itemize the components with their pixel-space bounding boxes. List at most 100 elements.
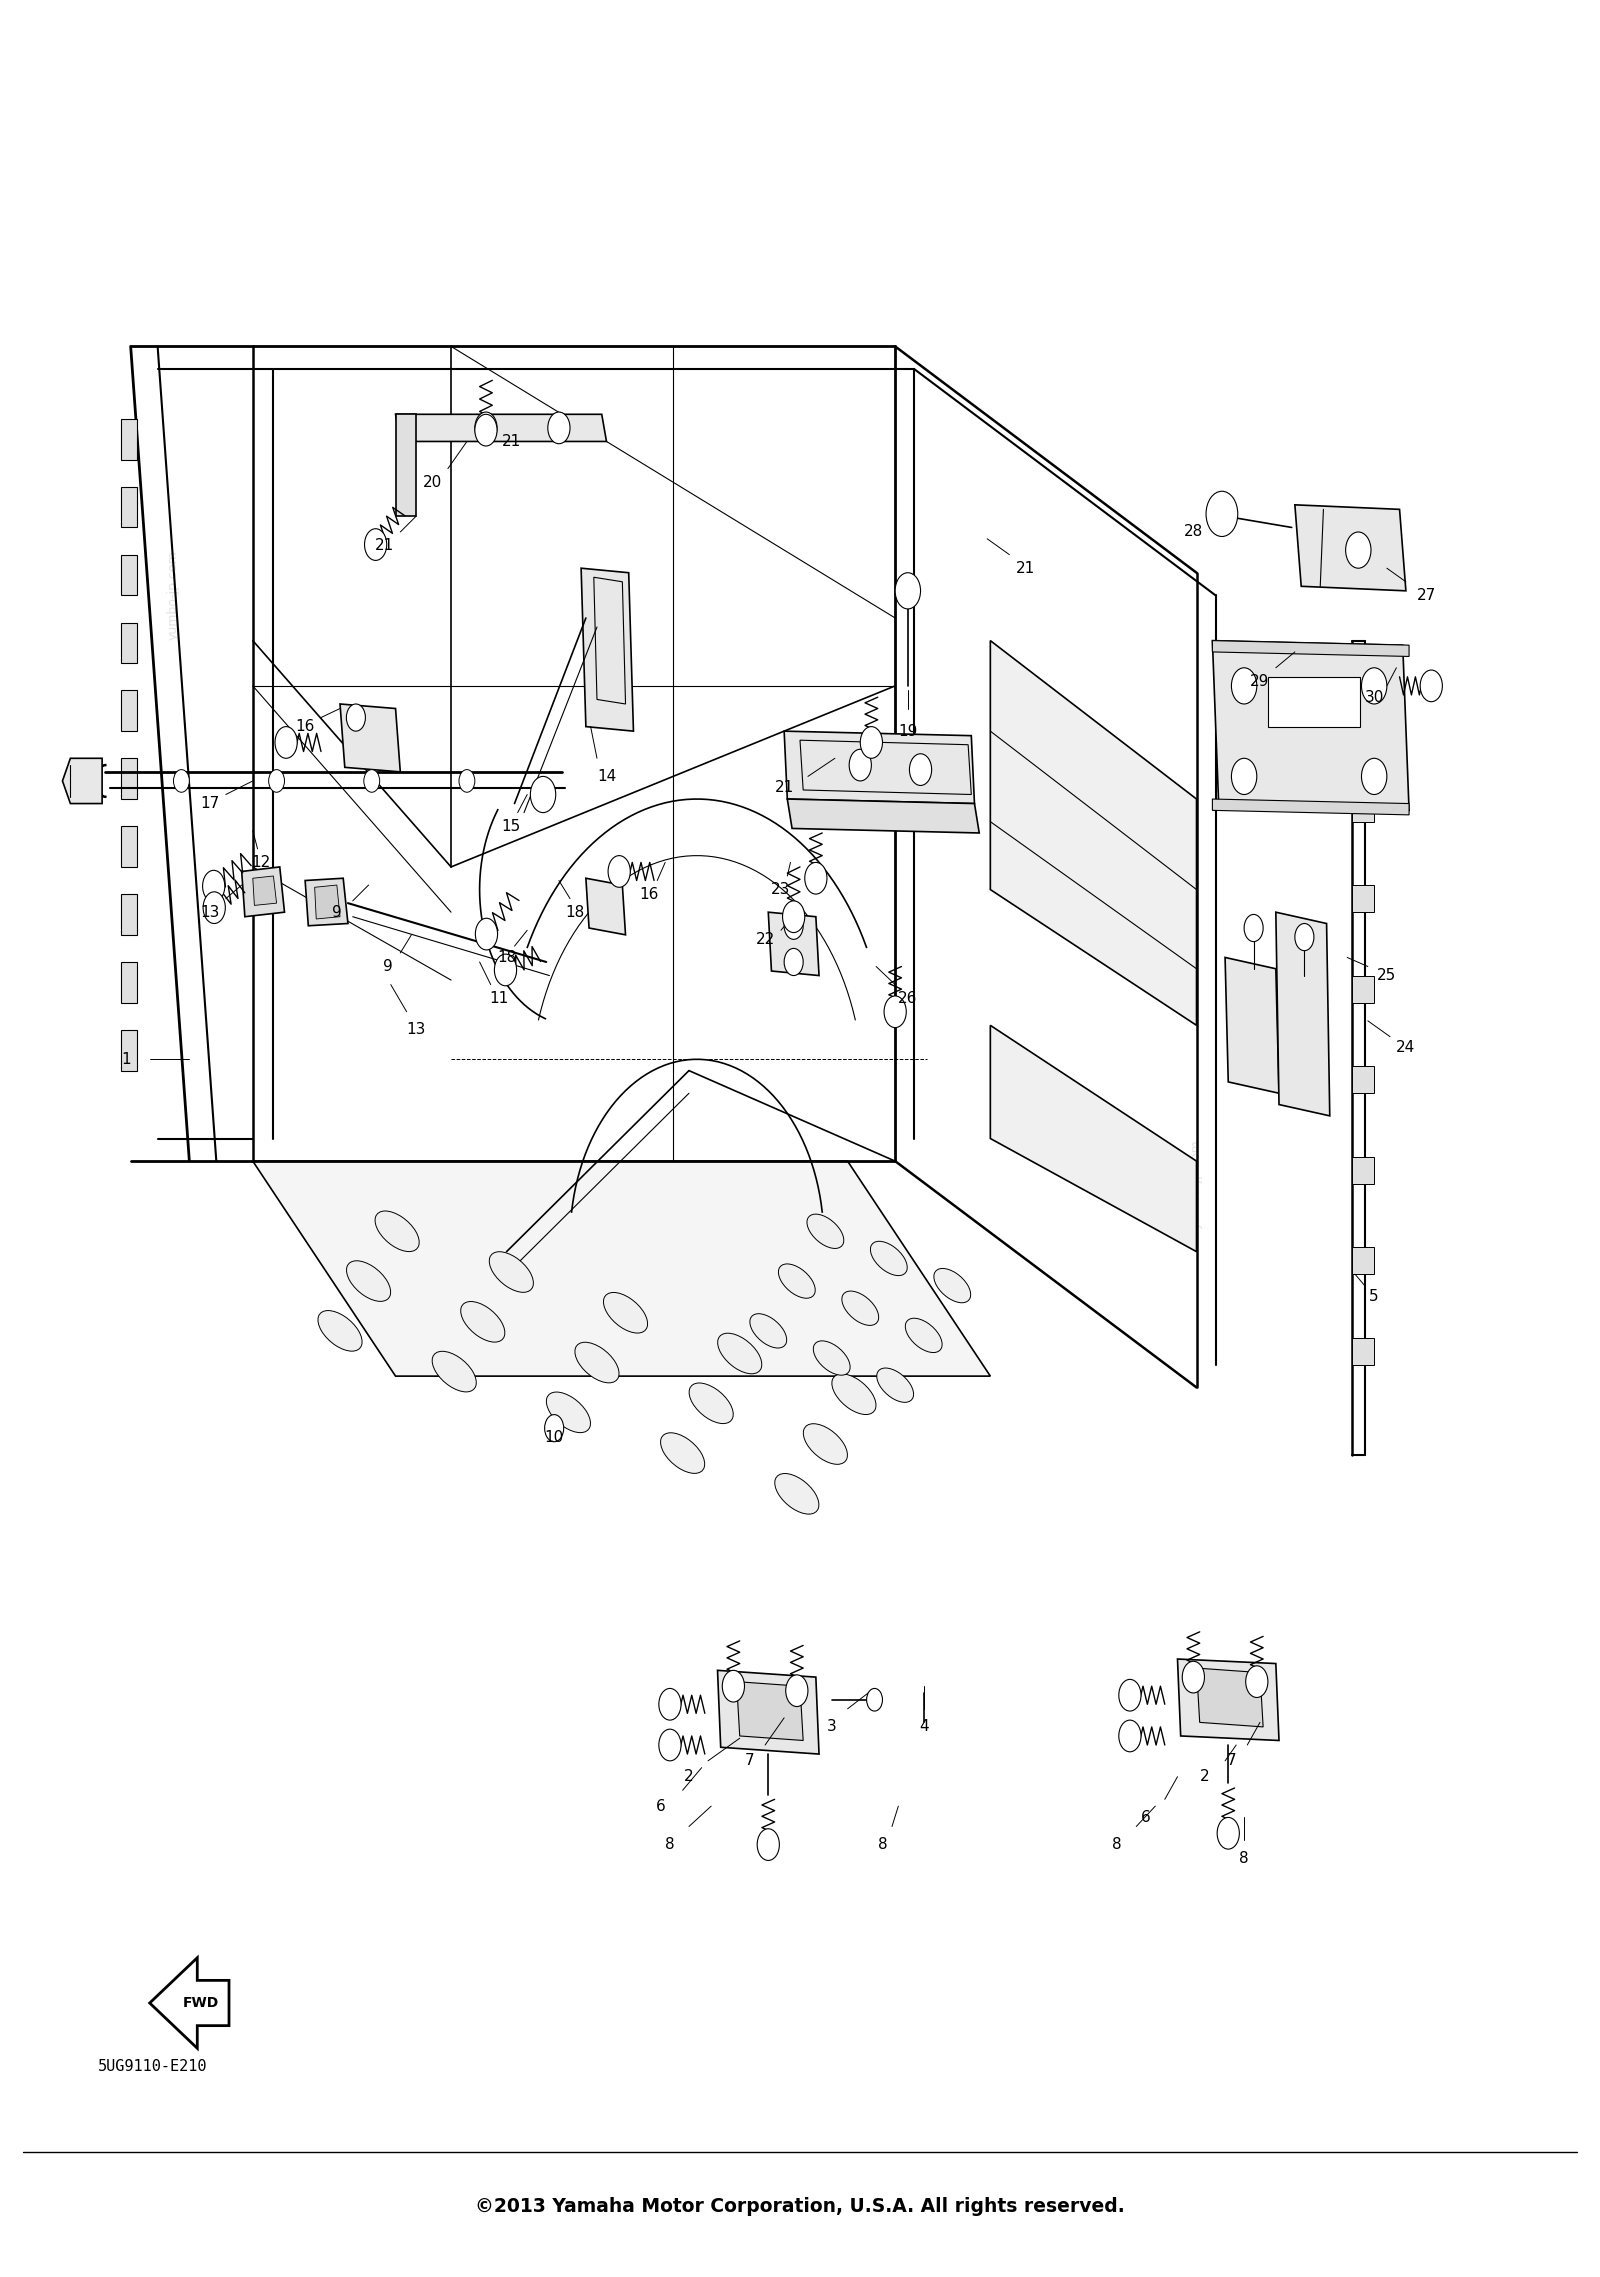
Circle shape xyxy=(1346,533,1371,569)
Ellipse shape xyxy=(347,1261,390,1302)
Polygon shape xyxy=(1197,1669,1262,1726)
Circle shape xyxy=(1362,758,1387,795)
Polygon shape xyxy=(787,799,979,833)
Circle shape xyxy=(475,414,498,446)
Text: 12: 12 xyxy=(251,854,270,870)
Polygon shape xyxy=(315,886,341,920)
Circle shape xyxy=(850,749,872,781)
Text: 7: 7 xyxy=(744,1753,754,1769)
Text: 14: 14 xyxy=(597,770,616,783)
Circle shape xyxy=(757,1828,779,1860)
Polygon shape xyxy=(1213,799,1410,815)
Text: 23: 23 xyxy=(771,881,790,897)
Text: 10: 10 xyxy=(544,1430,563,1444)
Bar xyxy=(1352,1337,1374,1364)
Circle shape xyxy=(784,950,803,975)
Polygon shape xyxy=(1213,640,1410,811)
Text: yumbo-jp.com: yumbo-jp.com xyxy=(997,685,1010,776)
Text: 28: 28 xyxy=(1184,524,1203,540)
Ellipse shape xyxy=(461,1302,506,1341)
Text: 13: 13 xyxy=(406,1022,426,1038)
Text: 5: 5 xyxy=(1370,1289,1379,1305)
Text: 25: 25 xyxy=(1378,968,1397,984)
Bar xyxy=(1352,886,1374,913)
Circle shape xyxy=(1362,667,1387,704)
Circle shape xyxy=(1118,1680,1141,1710)
Text: 13: 13 xyxy=(200,904,219,920)
Circle shape xyxy=(475,412,498,444)
Ellipse shape xyxy=(842,1291,878,1325)
Circle shape xyxy=(459,770,475,792)
Text: 5UG9110-E210: 5UG9110-E210 xyxy=(98,2058,208,2074)
Circle shape xyxy=(1421,669,1442,701)
Text: 21: 21 xyxy=(1016,560,1035,576)
Circle shape xyxy=(1232,758,1258,795)
Circle shape xyxy=(203,893,226,924)
Polygon shape xyxy=(1294,505,1406,590)
Ellipse shape xyxy=(690,1382,733,1423)
Text: 21: 21 xyxy=(774,781,794,795)
Text: 29: 29 xyxy=(1250,674,1270,690)
Bar xyxy=(122,690,138,731)
Text: 7: 7 xyxy=(1227,1753,1237,1769)
Ellipse shape xyxy=(813,1341,850,1375)
Polygon shape xyxy=(1226,956,1278,1093)
Ellipse shape xyxy=(803,1423,848,1464)
Ellipse shape xyxy=(718,1334,762,1373)
Polygon shape xyxy=(736,1683,803,1740)
Circle shape xyxy=(1182,1662,1205,1694)
Polygon shape xyxy=(306,879,347,927)
Text: 6: 6 xyxy=(1141,1810,1150,1824)
Circle shape xyxy=(894,574,920,608)
Text: 21: 21 xyxy=(502,435,522,449)
Polygon shape xyxy=(990,1025,1197,1252)
Text: 17: 17 xyxy=(200,797,219,811)
Bar xyxy=(1352,1248,1374,1275)
Polygon shape xyxy=(62,758,102,804)
Bar xyxy=(1267,676,1360,726)
Text: yumbo-jp.com: yumbo-jp.com xyxy=(1190,1138,1203,1230)
Circle shape xyxy=(530,776,555,813)
Bar xyxy=(122,1029,138,1070)
Circle shape xyxy=(784,913,803,940)
Ellipse shape xyxy=(934,1268,971,1302)
Bar xyxy=(122,419,138,460)
Bar xyxy=(1352,1157,1374,1184)
Circle shape xyxy=(1232,667,1258,704)
Polygon shape xyxy=(253,1161,990,1375)
Text: yumbo-jp.com: yumbo-jp.com xyxy=(166,551,179,640)
Text: ©2013 Yamaha Motor Corporation, U.S.A. All rights reserved.: ©2013 Yamaha Motor Corporation, U.S.A. A… xyxy=(475,2197,1125,2216)
Polygon shape xyxy=(341,704,400,772)
Text: 18: 18 xyxy=(498,950,517,965)
Ellipse shape xyxy=(774,1473,819,1514)
Circle shape xyxy=(275,726,298,758)
Circle shape xyxy=(365,528,387,560)
Polygon shape xyxy=(242,868,285,918)
Ellipse shape xyxy=(877,1368,914,1403)
Circle shape xyxy=(782,902,805,934)
Bar xyxy=(1352,975,1374,1002)
Circle shape xyxy=(1218,1817,1240,1849)
Bar xyxy=(122,622,138,663)
Circle shape xyxy=(173,770,189,792)
Circle shape xyxy=(346,704,365,731)
Text: 6: 6 xyxy=(656,1799,666,1812)
Text: 16: 16 xyxy=(640,886,659,902)
Text: 11: 11 xyxy=(490,990,509,1006)
Text: 27: 27 xyxy=(1418,587,1437,603)
Circle shape xyxy=(475,918,498,950)
Circle shape xyxy=(547,412,570,444)
Text: 18: 18 xyxy=(565,904,584,920)
Polygon shape xyxy=(990,640,1197,1025)
Ellipse shape xyxy=(318,1312,362,1350)
Polygon shape xyxy=(1275,913,1330,1116)
Polygon shape xyxy=(253,877,277,906)
Text: 24: 24 xyxy=(1397,1041,1416,1057)
Text: 1: 1 xyxy=(122,1052,131,1068)
Polygon shape xyxy=(784,731,974,804)
Text: 2: 2 xyxy=(1200,1769,1210,1785)
Text: 20: 20 xyxy=(422,474,442,490)
Polygon shape xyxy=(768,913,819,975)
Ellipse shape xyxy=(832,1373,875,1414)
Bar xyxy=(1352,795,1374,822)
